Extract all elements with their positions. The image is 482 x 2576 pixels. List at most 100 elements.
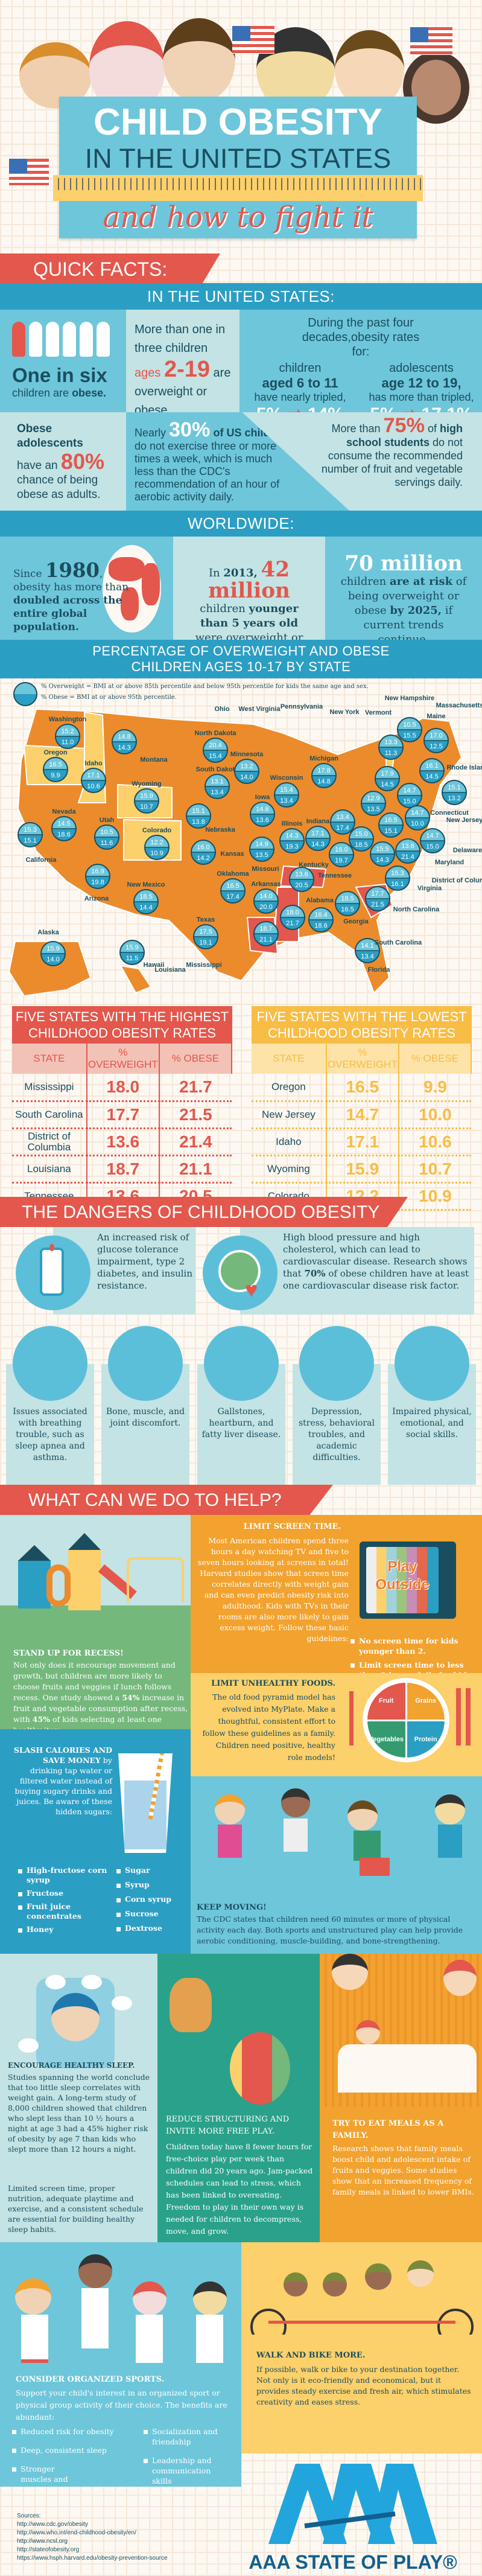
arrow-right-icon: ➡ [288,404,303,412]
text-segment: 70 million [344,552,463,576]
sugar-item: Sucrose [116,1909,186,1919]
tip-heading: CONSIDER ORGANIZED SPORTS. [16,2375,165,2384]
text-segment: if current trends continue. [363,604,453,640]
fact-text: More than one in three children ages 2-1… [135,320,231,412]
free-play-panel: REDUCE STRUCTURING AND INVITE MORE FREE … [157,1954,320,2242]
overweight-half [235,759,259,771]
fact-label: aged 6 to 11 [262,375,338,391]
ruler-graphic [53,175,423,201]
marker-ring [378,812,404,838]
sleep-panel: ENCOURAGE HEALTHY SLEEP. Studies spannin… [0,1954,157,2242]
tip-heading: STAND UP FOR RECESS! [13,1649,124,1658]
rate-from: 5% [370,404,396,412]
danger-text: Issues associated with breathing trouble… [13,1407,87,1462]
state-label: West Virginia [238,706,281,713]
state-marker: Mississippi 18.0 21.7 [186,905,305,969]
sugar-item: Sugar [116,1866,186,1875]
state-label: Utah [100,817,115,824]
obese-value: 14.3 [376,856,388,864]
fact-2013: In 2013, 42 million children younger tha… [173,537,325,640]
obese-half [120,952,144,964]
flag-icon [232,26,274,54]
state-marker: Wyoming 15.9 10.7 [132,780,162,814]
overweight-value: 14.6 [256,806,268,813]
obese-value: 15.1 [384,827,397,835]
text-segment: high school students [346,422,463,449]
obese-value: 16.5 [341,906,354,913]
text-segment: In [208,567,224,579]
obese-value: 11.6 [101,840,113,847]
state-label: Virginia [417,885,442,892]
obese-cell: 21.7 [179,1077,212,1096]
stressed-person-icon [299,1326,374,1401]
tandem-bike-illustration [247,2260,477,2351]
overweight-value: 12.2 [150,839,163,846]
obese-half [355,951,379,963]
state-label: Rhode Island [446,764,482,771]
overweight-value: 15.9 [46,945,59,952]
source-link[interactable]: http://www.cdc.gov/obesity [17,2521,88,2528]
sheep-icon [112,1996,132,2010]
source-link[interactable]: http://www.ncsl.org [17,2538,68,2545]
state-label: Michigan [309,755,338,762]
overweight-half [335,891,360,904]
map-title-line-2: CHILDREN AGES 10-17 BY STATE [131,659,351,674]
text-segment: chance of being obese as adults. [17,474,101,501]
marker-ring [405,805,430,831]
guideline-item: No screen time for kids younger than 2. [350,1636,477,1656]
sad-face-icon [395,1326,469,1401]
obese-half [370,854,395,866]
overweight-value: 13.4 [336,814,349,821]
state-marker: Louisiana 18.7 21.1 [154,921,279,974]
state-marker: Georgia 18.5 16.5 [335,891,369,925]
overweight-value: 14.7 [411,809,423,817]
text-segment: were overweight or obese. [195,631,303,640]
overweight-half [194,925,218,937]
fact-text: Since 1980, obesity has more than double… [13,561,134,634]
table-row: Idaho 17.1 10.6 [252,1128,471,1155]
obese-value: 18.6 [57,831,70,838]
text-segment: High blood pressure and high cholesterol… [283,1232,468,1279]
state-label: South Carolina [375,939,422,946]
state-label: New York [329,709,360,716]
state-label: Minnesota [230,751,264,758]
source-link[interactable]: https://www.hsph.harvard.edu/obesity-pre… [17,2555,168,2562]
text-segment: Since [13,568,46,580]
state-marker: Pennsylvania 12.9 13.5 [281,703,386,816]
column-header: % OVERWEIGHT [326,1044,399,1074]
overweight-value: 16.1 [425,762,438,770]
overweight-value: 16.4 [314,911,327,919]
source-link[interactable]: http://www.who.int/end-childhood-obesity… [17,2530,136,2536]
overweight-half [281,905,305,917]
tip-text: SLASH CALORIES AND SAVE MONEY by drinkin… [8,1745,112,1817]
obese-cell: 10.6 [419,1132,452,1151]
sheep-icon [81,1975,102,1989]
state-marker: Connecticut 14.7 15.0 [397,783,469,817]
source-link[interactable]: http://stateofobesity.org [17,2546,80,2553]
tip-text: If possible, walk or bike to your destin… [256,2365,471,2406]
obese-value: 14.5 [425,773,438,780]
state-marker: Idaho 17.1 10.6 [81,760,106,793]
obese-half [43,770,68,782]
marker-ring [308,907,334,933]
text-segment: are at risk [390,575,453,588]
plate-protein: Protein [407,1721,445,1758]
text-segment: obese. [72,387,107,399]
fact-headline: One in six [12,364,107,386]
state-label: Nevada [52,808,76,815]
overweight-half [309,908,333,920]
text-segment: of [424,422,440,435]
table-row: South Carolina 17.7 21.5 [12,1101,232,1128]
obese-value: 21.5 [371,901,384,908]
fact-adolescents: Obese adolescents have an 80% chance of … [0,412,126,511]
obese-value: 10.0 [411,820,423,827]
overweight-value: 17.1 [311,830,324,837]
state-marker: New York 17.9 14.5 [329,709,400,791]
overweight-half [306,826,330,838]
obese-value: 17.4 [336,824,349,832]
clock-heart-icon: ♥ [203,1235,277,1310]
overweight-value: 15.5 [376,846,388,853]
rate-from: 5% [256,404,282,412]
state-marker: Rhode Island 15.1 13.2 [442,764,482,805]
state-label: Arkansas [251,881,281,888]
